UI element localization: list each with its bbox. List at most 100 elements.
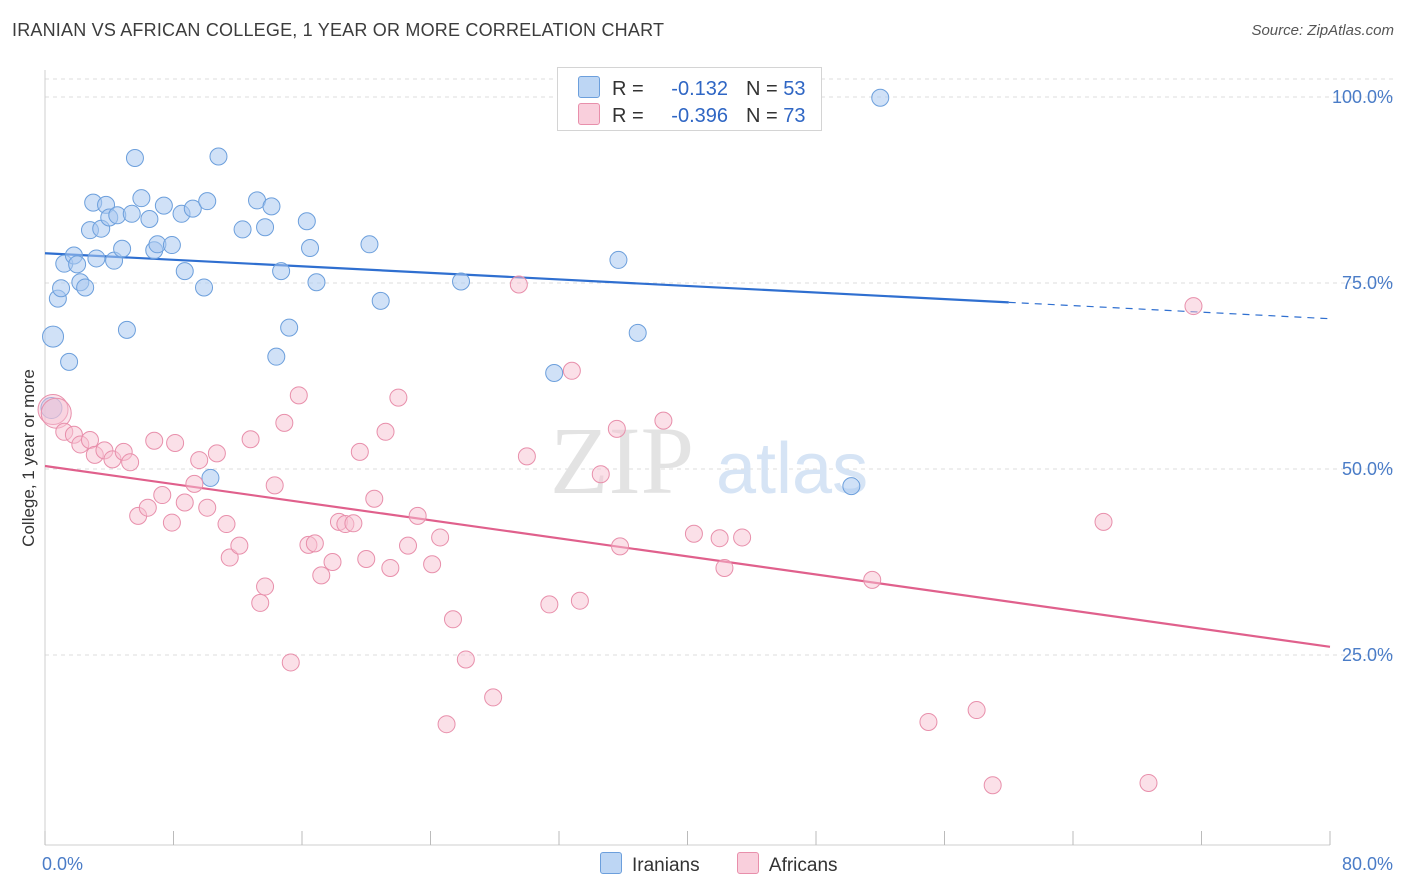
iranians-point xyxy=(871,88,890,107)
africans-point xyxy=(365,489,384,508)
iranians-point xyxy=(628,323,647,342)
axes xyxy=(44,70,1331,846)
africans-point xyxy=(220,548,239,567)
africans-point xyxy=(289,386,308,405)
iranians-point xyxy=(183,199,202,218)
iranians-point xyxy=(545,364,564,383)
watermark-atlas: atlas xyxy=(716,429,868,509)
africans-point xyxy=(376,422,395,441)
africans-point xyxy=(389,388,408,407)
watermark: ZIP atlas xyxy=(550,407,868,514)
africans-point xyxy=(1184,297,1203,316)
x-tick-label: 0.0% xyxy=(42,854,83,874)
africans-point xyxy=(570,591,589,610)
africans-point xyxy=(654,411,673,430)
r-value: -0.132 xyxy=(671,78,728,100)
r-label: R = xyxy=(612,78,644,100)
iranians-trend-extension xyxy=(1008,301,1331,320)
africans-point xyxy=(185,474,204,493)
iranians-point xyxy=(122,204,141,223)
africans-point xyxy=(166,433,185,452)
africans-point xyxy=(715,558,734,577)
africans-point xyxy=(509,275,528,294)
iranians-point xyxy=(195,278,214,297)
africans-point xyxy=(207,444,226,463)
africans-point xyxy=(983,776,1002,795)
series-iranians xyxy=(40,88,890,496)
legend-item-africans[interactable]: Africans xyxy=(736,852,838,877)
africans-point xyxy=(251,593,270,612)
y-tick-label: 25.0% xyxy=(1342,645,1393,665)
iranians-point xyxy=(307,273,326,292)
legend-row-iranians: R = -0.132 N = 53 xyxy=(578,76,806,102)
y-axis-title: College, 1 year or more xyxy=(19,369,38,547)
correlation-legend: R = -0.132 N = 53 R = -0.396 N = 73 xyxy=(557,67,822,131)
iranians-point xyxy=(842,477,861,496)
africans-point xyxy=(175,493,194,512)
iranians-trend-line xyxy=(44,252,1009,304)
africans-point xyxy=(241,430,260,449)
africans-trend-line xyxy=(44,464,1331,648)
y-tick-label: 50.0% xyxy=(1342,459,1393,479)
iranians-point xyxy=(272,262,291,281)
africans-point xyxy=(863,570,882,589)
africans-point xyxy=(256,577,275,596)
africans-point xyxy=(423,555,442,574)
africans-point xyxy=(344,514,363,533)
africans-swatch xyxy=(578,103,600,125)
iranians-point xyxy=(117,320,136,339)
iranians-point xyxy=(301,239,320,258)
africans-point xyxy=(456,650,475,669)
africans-point xyxy=(399,536,418,555)
africans-point xyxy=(145,431,164,450)
legend-label-africans: Africans xyxy=(768,855,838,876)
iranians-point xyxy=(125,149,144,168)
africans-point xyxy=(230,536,249,555)
iranians-point xyxy=(175,262,194,281)
africans-point xyxy=(305,534,324,553)
legend-item-iranians[interactable]: Iranians xyxy=(600,852,700,877)
africans-point xyxy=(967,701,986,720)
iranians-swatch xyxy=(600,852,622,874)
n-label: N = xyxy=(746,78,778,100)
iranians-point xyxy=(262,197,281,216)
iranians-point xyxy=(201,468,220,487)
x-tick-label: 80.0% xyxy=(1342,854,1393,874)
africans-point xyxy=(710,529,729,548)
iranians-point xyxy=(87,249,106,268)
africans-point xyxy=(37,393,69,425)
iranians-point xyxy=(233,220,252,239)
iranians-point xyxy=(609,250,628,269)
africans-point xyxy=(484,688,503,707)
iranians-point xyxy=(452,272,471,291)
africans-point xyxy=(381,558,400,577)
y-tick-label: 75.0% xyxy=(1342,273,1393,293)
iranians-point xyxy=(280,318,299,337)
africans-point xyxy=(217,515,236,534)
africans-point xyxy=(517,447,536,466)
africans-point xyxy=(281,653,300,672)
africans-point xyxy=(121,453,140,472)
africans-point xyxy=(153,486,172,505)
africans-point xyxy=(437,715,456,734)
africans-point xyxy=(357,550,376,569)
africans-point xyxy=(1139,773,1158,792)
n-value: 73 xyxy=(783,105,806,127)
africans-point xyxy=(138,498,157,517)
iranians-point xyxy=(113,239,132,258)
r-value: -0.396 xyxy=(671,105,728,127)
chart-title: IRANIAN VS AFRICAN COLLEGE, 1 YEAR OR MO… xyxy=(12,20,665,40)
iranians-point xyxy=(297,212,316,231)
africans-point xyxy=(591,465,610,484)
africans-point xyxy=(919,712,938,731)
iranians-point xyxy=(209,147,228,166)
africans-point xyxy=(733,528,752,547)
africans-point xyxy=(607,419,626,438)
n-label: N = xyxy=(746,105,778,127)
africans-point xyxy=(265,476,284,495)
iranians-point xyxy=(42,325,65,348)
iranians-point xyxy=(68,255,87,274)
africans-point xyxy=(611,537,630,556)
iranians-point xyxy=(267,347,286,366)
